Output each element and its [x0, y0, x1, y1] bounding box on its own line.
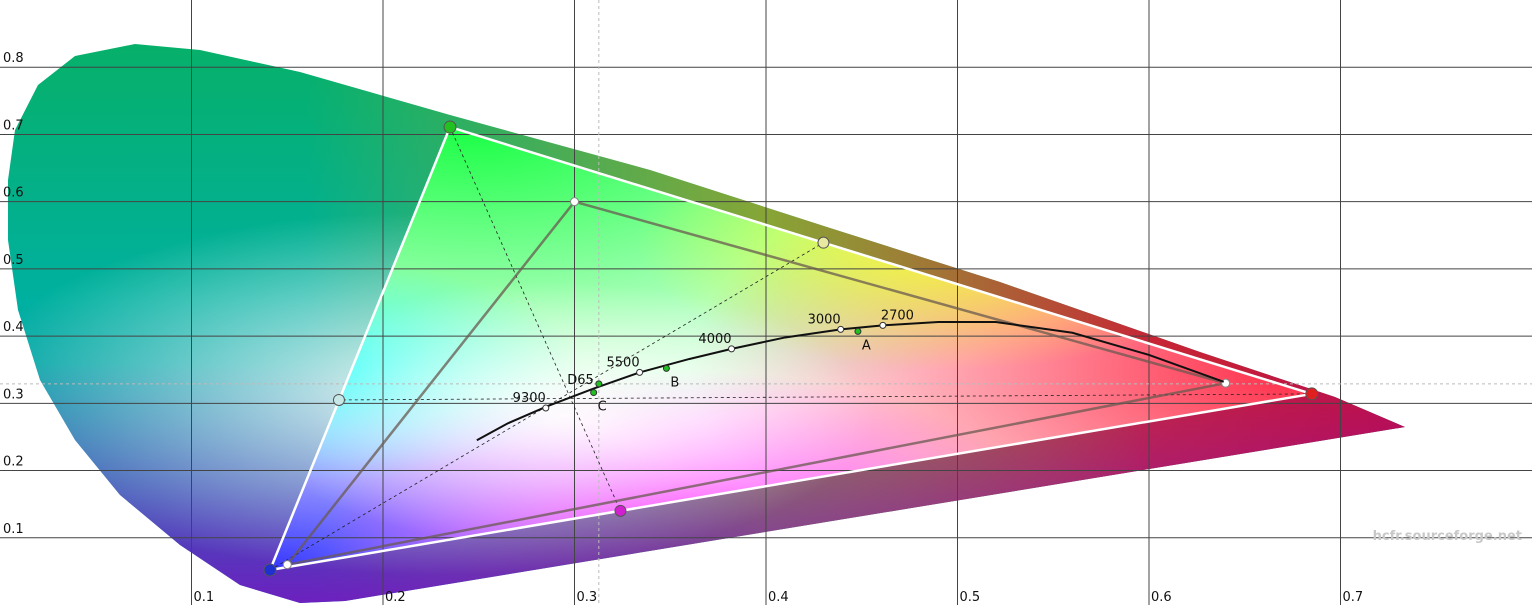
gamut-white	[270, 127, 1312, 571]
reference-primary	[570, 197, 579, 207]
primary-point	[1305, 387, 1319, 401]
temperature-point	[879, 321, 887, 329]
x-tick-label: 0.4	[768, 590, 789, 605]
x-tick-label: 0.7	[1343, 590, 1364, 605]
reference-primary	[1221, 378, 1231, 388]
secondary-point	[817, 236, 830, 249]
complement-line	[449, 126, 621, 512]
illuminant-point	[595, 380, 603, 388]
primary-point	[263, 563, 277, 577]
gamut-fill	[270, 127, 1312, 571]
reference-gamut	[284, 200, 1226, 567]
temperature-label: 5500	[607, 355, 640, 370]
gamut-colors	[270, 127, 1312, 571]
illuminant-label: B	[670, 375, 679, 390]
secondary-point	[332, 393, 345, 406]
illuminant-label: C	[598, 400, 607, 415]
y-tick-label: 0.2	[3, 455, 24, 470]
temperature-label: 4000	[698, 332, 731, 347]
watermark: hcfr.sourceforge.net	[1373, 529, 1522, 544]
x-tick-label: 0.6	[1151, 590, 1172, 605]
y-tick-label: 0.7	[3, 118, 24, 133]
illuminant-label: A	[862, 338, 871, 353]
x-tick-label: 0.3	[577, 590, 598, 605]
x-tick-label: 0.1	[194, 590, 215, 605]
complement-line	[338, 393, 1312, 401]
measured-gamut	[268, 125, 1313, 572]
illuminant-point	[662, 364, 670, 372]
temperature-point	[542, 404, 550, 412]
primary-point	[443, 120, 457, 134]
planckian-locus	[476, 320, 1225, 442]
complement-line	[269, 242, 824, 571]
temperature-label: 3000	[808, 312, 841, 327]
reference-primary	[282, 560, 292, 570]
temperature-point	[728, 345, 736, 353]
illuminant-point	[590, 389, 598, 397]
temperature-point	[636, 368, 644, 376]
x-tick-label: 0.2	[385, 590, 406, 605]
illuminant-point	[854, 327, 862, 335]
secondary-point	[614, 504, 627, 517]
y-tick-label: 0.3	[3, 387, 24, 402]
y-tick-label: 0.8	[3, 51, 24, 66]
y-tick-label: 0.4	[3, 320, 24, 335]
x-tick-label: 0.5	[960, 590, 981, 605]
temperature-label: 2700	[881, 308, 914, 323]
illuminant-label: D65	[567, 373, 594, 388]
temperature-label: 9300	[513, 391, 546, 406]
temperature-point	[837, 325, 845, 333]
y-tick-label: 0.1	[3, 522, 24, 537]
y-tick-label: 0.5	[3, 253, 24, 268]
y-tick-label: 0.6	[3, 186, 24, 201]
